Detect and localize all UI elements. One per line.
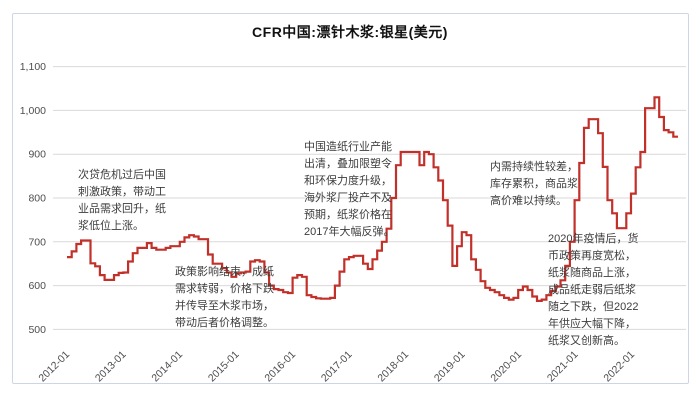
- y-axis-label-900: 900: [28, 149, 46, 161]
- x-axis-label-2017-01: 2017-01: [319, 349, 355, 385]
- annotation-2019-weak-demand: 内需持续性较差， 库存累积，商品浆 高价难以持续。: [490, 159, 578, 210]
- y-axis-label-1100: 1,100: [20, 61, 46, 73]
- x-axis-label-2020-01: 2020-01: [488, 349, 524, 385]
- annotation-2020-covid: 2020年疫情后，货 币政策再度宽松， 纸浆随商品上涨， 成品纸走弱后纸浆 随之下跌，但…: [548, 231, 638, 350]
- x-axis-label-2018-01: 2018-01: [375, 349, 411, 385]
- annotation-2014-policy-end: 政策影响结束，成纸 需求转弱，价格下跌 并传导至木浆市场， 带动后者价格调整。: [175, 264, 274, 332]
- annotation-2017-rebound-line: 海外浆厂投产不及: [304, 192, 392, 204]
- annotation-2019-weak-demand-line: 内需持续性较差，: [490, 161, 578, 173]
- annotation-2017-rebound-line: 预期，纸浆价格在: [304, 209, 392, 221]
- annotation-2014-policy-end-line: 政策影响结束，成纸: [175, 266, 274, 278]
- y-axis-label-1000: 1,000: [20, 105, 46, 117]
- annotation-2012-stimulus-line: 次贷危机过后中国: [78, 169, 166, 181]
- y-axis-label-500: 500: [28, 324, 46, 336]
- annotation-2019-weak-demand-line: 高价难以持续。: [490, 195, 567, 207]
- annotation-2020-covid-line: 成品纸走弱后纸浆: [548, 284, 636, 296]
- x-axis-label-2022-01: 2022-01: [601, 349, 637, 385]
- x-axis-label-2012-01: 2012-01: [36, 349, 72, 385]
- annotation-2020-covid-line: 随之下跌，但2022: [548, 301, 639, 313]
- annotation-2012-stimulus-line: 刺激政策，带动工: [78, 186, 166, 198]
- annotation-2017-rebound-line: 出清，叠加限塑令: [304, 158, 392, 170]
- annotation-2012-stimulus-line: 业品需求回升，纸: [78, 203, 166, 215]
- annotation-2019-weak-demand-line: 库存累积，商品浆: [490, 178, 578, 190]
- x-axis-label-2021-01: 2021-01: [545, 349, 581, 385]
- annotation-2020-covid-line: 币政策再度宽松，: [548, 250, 636, 262]
- y-axis-label-700: 700: [28, 236, 46, 248]
- annotation-2014-policy-end-line: 需求转弱，价格下跌: [175, 283, 274, 295]
- chart-title: CFR中国:漂针木浆:银星(美元): [252, 24, 448, 40]
- annotation-2017-rebound-line: 和环保力度升级，: [304, 175, 392, 187]
- x-axis-label-2013-01: 2013-01: [93, 349, 129, 385]
- annotation-2012-stimulus: 次贷危机过后中国 刺激政策，带动工 业品需求回升，纸 浆低位上涨。: [78, 167, 166, 235]
- annotation-2014-policy-end-line: 并传导至木浆市场，: [175, 300, 274, 312]
- y-axis-label-600: 600: [28, 280, 46, 292]
- annotation-2012-stimulus-line: 浆低位上涨。: [78, 220, 144, 232]
- x-axis-label-2014-01: 2014-01: [149, 349, 185, 385]
- x-axis-label-2016-01: 2016-01: [262, 349, 298, 385]
- annotation-2014-policy-end-line: 带动后者价格调整。: [175, 317, 274, 329]
- annotation-2017-rebound-line: 2017年大幅反弹。: [304, 226, 395, 238]
- annotation-2020-covid-line: 年供应大幅下降，: [548, 318, 636, 330]
- annotation-2020-covid-line: 纸浆随商品上涨，: [548, 267, 636, 279]
- x-axis-label-2019-01: 2019-01: [432, 349, 468, 385]
- y-axis-label-800: 800: [28, 193, 46, 205]
- annotation-2020-covid-line: 2020年疫情后，货: [548, 233, 639, 245]
- x-axis-label-2015-01: 2015-01: [206, 349, 242, 385]
- price-line: [67, 96, 678, 302]
- annotation-2017-rebound: 中国造纸行业产能 出清，叠加限塑令 和环保力度升级， 海外浆厂投产不及 预期，纸浆价格在…: [304, 139, 394, 241]
- annotation-2017-rebound-line: 中国造纸行业产能: [304, 141, 392, 153]
- annotation-2020-covid-line: 纸浆又创新高。: [548, 335, 625, 347]
